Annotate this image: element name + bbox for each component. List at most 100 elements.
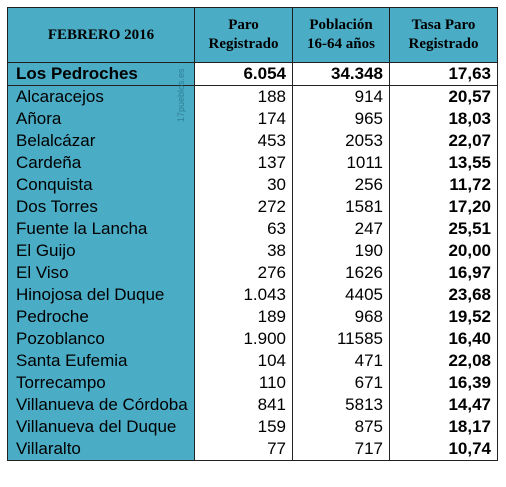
cell-paro: 174: [194, 108, 293, 130]
cell-paro: 6.054: [194, 62, 293, 86]
cell-tasa: 22,07: [389, 130, 498, 152]
cell-tasa: 20,00: [389, 240, 498, 262]
cell-poblacion: 11585: [292, 328, 390, 350]
cell-municipality: Torrecampo: [7, 372, 195, 394]
cell-municipality: El Guijo: [7, 240, 195, 262]
header-paro-line1: Paro: [228, 17, 259, 33]
header-paro: Paro Registrado: [194, 7, 293, 63]
cell-tasa: 25,51: [389, 218, 498, 240]
cell-tasa: 22,08: [389, 350, 498, 372]
cell-paro: 38: [194, 240, 293, 262]
table-row: Torrecampo 110 671 16,39: [7, 372, 498, 394]
cell-municipality: Villanueva de Córdoba: [7, 394, 195, 416]
cell-poblacion: 2053: [292, 130, 390, 152]
header-month: FEBRERO 2016: [7, 7, 195, 63]
unemployment-table: FEBRERO 2016 Paro Registrado Población 1…: [7, 7, 498, 461]
cell-paro: 1.043: [194, 284, 293, 306]
cell-tasa: 10,74: [389, 438, 498, 461]
table-header-row: FEBRERO 2016 Paro Registrado Población 1…: [7, 7, 498, 63]
cell-poblacion: 1626: [292, 262, 390, 284]
cell-tasa: 11,72: [389, 174, 498, 196]
cell-paro: 30: [194, 174, 293, 196]
table-row: Villaralto 77 717 10,74: [7, 438, 498, 461]
header-poblacion-line1: Población: [309, 17, 373, 33]
cell-municipality: El Viso: [7, 262, 195, 284]
table-row: Villanueva del Duque 159 875 18,17: [7, 416, 498, 438]
cell-municipality: Hinojosa del Duque: [7, 284, 195, 306]
cell-municipality: Dos Torres: [7, 196, 195, 218]
table-row: Pedroche 189 968 19,52: [7, 306, 498, 328]
cell-municipality: Villanueva del Duque: [7, 416, 195, 438]
cell-paro: 276: [194, 262, 293, 284]
table-row: Hinojosa del Duque 1.043 4405 23,68: [7, 284, 498, 306]
cell-paro: 188: [194, 85, 293, 108]
cell-poblacion: 914: [292, 85, 390, 108]
table-row: Conquista 30 256 11,72: [7, 174, 498, 196]
cell-poblacion: 4405: [292, 284, 390, 306]
header-tasa: Tasa Paro Registrado: [389, 7, 498, 63]
table-body: Los Pedroches 6.054 34.348 17,63 Alcaracejos…: [7, 62, 498, 461]
cell-municipality: Pedroche: [7, 306, 195, 328]
cell-tasa: 17,20: [389, 196, 498, 218]
table-row: Dos Torres 272 1581 17,20: [7, 196, 498, 218]
cell-paro: 453: [194, 130, 293, 152]
watermark-text: 17pueblos.es: [176, 68, 186, 122]
cell-tasa: 23,68: [389, 284, 498, 306]
cell-poblacion: 256: [292, 174, 390, 196]
cell-poblacion: 875: [292, 416, 390, 438]
cell-municipality: Villaralto: [7, 438, 195, 461]
cell-tasa: 14,47: [389, 394, 498, 416]
cell-paro: 841: [194, 394, 293, 416]
cell-tasa: 17,63: [389, 62, 498, 86]
cell-poblacion: 5813: [292, 394, 390, 416]
cell-poblacion: 671: [292, 372, 390, 394]
cell-municipality: Conquista: [7, 174, 195, 196]
header-tasa-line1: Tasa Paro: [411, 17, 476, 33]
cell-paro: 63: [194, 218, 293, 240]
cell-municipality: Belalcázar: [7, 130, 195, 152]
cell-paro: 110: [194, 372, 293, 394]
header-poblacion-line2: 16-64 años: [307, 36, 375, 52]
header-poblacion: Población 16-64 años: [292, 7, 390, 63]
cell-poblacion: 1581: [292, 196, 390, 218]
cell-poblacion: 190: [292, 240, 390, 262]
cell-poblacion: 247: [292, 218, 390, 240]
table-row: Santa Eufemia 104 471 22,08: [7, 350, 498, 372]
cell-tasa: 16,97: [389, 262, 498, 284]
cell-municipality: Santa Eufemia: [7, 350, 195, 372]
cell-paro: 272: [194, 196, 293, 218]
cell-poblacion: 968: [292, 306, 390, 328]
cell-paro: 77: [194, 438, 293, 461]
cell-municipality: Cardeña: [7, 152, 195, 174]
cell-tasa: 16,39: [389, 372, 498, 394]
cell-paro: 189: [194, 306, 293, 328]
cell-municipality: Pozoblanco: [7, 328, 195, 350]
cell-paro: 1.900: [194, 328, 293, 350]
header-paro-line2: Registrado: [208, 36, 279, 52]
cell-poblacion: 717: [292, 438, 390, 461]
cell-tasa: 18,17: [389, 416, 498, 438]
table-row: El Viso 276 1626 16,97: [7, 262, 498, 284]
cell-municipality: Alcaracejos: [7, 85, 195, 108]
cell-municipality: Fuente la Lancha: [7, 218, 195, 240]
cell-poblacion: 1011: [292, 152, 390, 174]
table-row: Pozoblanco 1.900 11585 16,40: [7, 328, 498, 350]
cell-tasa: 20,57: [389, 85, 498, 108]
cell-poblacion: 965: [292, 108, 390, 130]
cell-tasa: 19,52: [389, 306, 498, 328]
cell-municipality: Añora: [7, 108, 195, 130]
table-row: Cardeña 137 1011 13,55: [7, 152, 498, 174]
table-row: El Guijo 38 190 20,00: [7, 240, 498, 262]
cell-paro: 137: [194, 152, 293, 174]
cell-tasa: 18,03: [389, 108, 498, 130]
cell-tasa: 16,40: [389, 328, 498, 350]
cell-paro: 104: [194, 350, 293, 372]
header-tasa-line2: Registrado: [408, 36, 479, 52]
table-row: Añora 174 965 18,03: [7, 108, 498, 130]
table-row: Fuente la Lancha 63 247 25,51: [7, 218, 498, 240]
table-row-total: Los Pedroches 6.054 34.348 17,63: [7, 62, 498, 86]
table-row: Belalcázar 453 2053 22,07: [7, 130, 498, 152]
cell-municipality: Los Pedroches: [7, 62, 195, 86]
table-row: Villanueva de Córdoba 841 5813 14,47: [7, 394, 498, 416]
